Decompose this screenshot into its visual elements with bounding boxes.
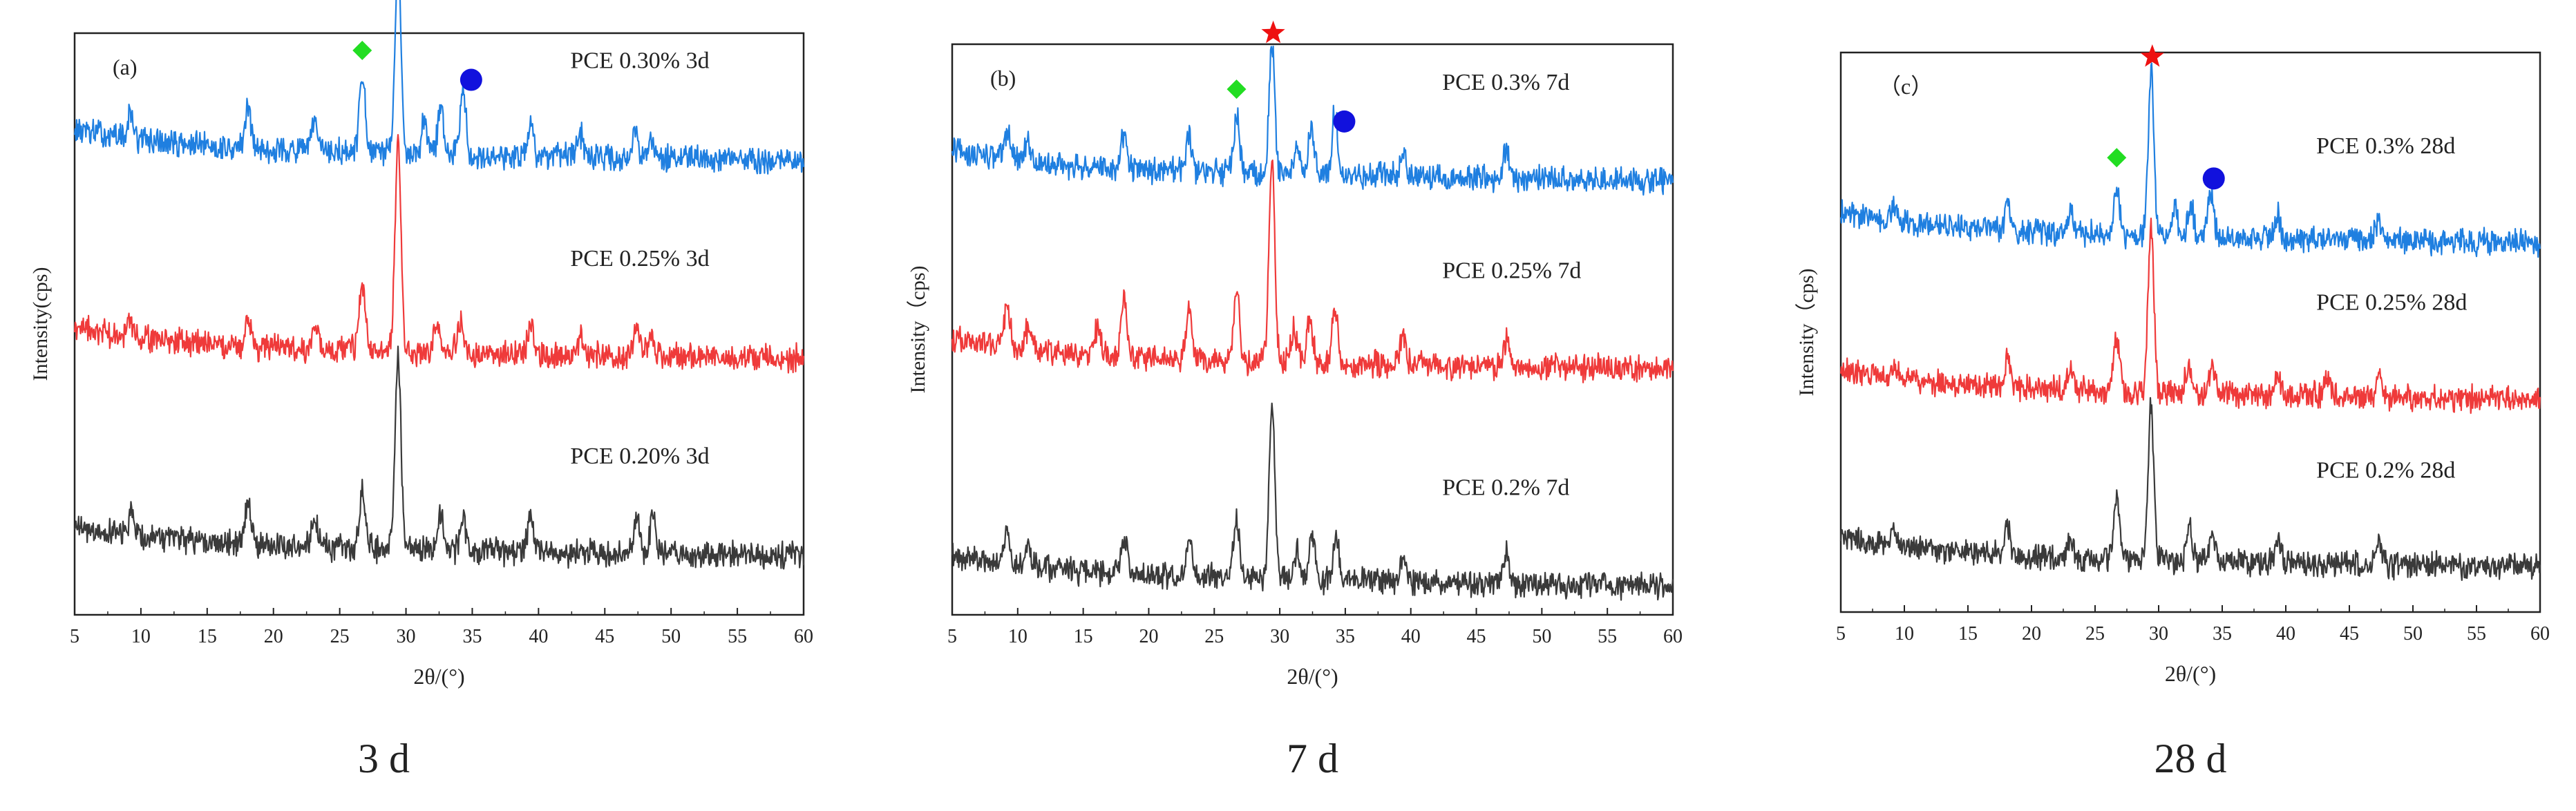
circle-marker: [2202, 167, 2225, 190]
x-tick-label: 5: [70, 626, 79, 647]
x-tick-label: 45: [2340, 623, 2359, 645]
x-tick-label: 60: [2530, 623, 2550, 645]
diamond-marker: [352, 40, 372, 60]
x-tick-label: 20: [1139, 626, 1158, 647]
x-tick-label: 50: [2403, 623, 2423, 645]
x-tick-label: 35: [1336, 626, 1355, 647]
star-marker: [1261, 20, 1285, 44]
x-tick-label: 60: [1663, 626, 1683, 647]
chart-panel-1: 5 10 15 20 25 30 35 40 45 50 55 60 2θ/(°) Intensity(c…: [29, 0, 813, 781]
x-tick-label: 45: [1467, 626, 1486, 647]
x-tick-label: 15: [1958, 623, 1978, 645]
x-tick-label: 20: [2022, 623, 2041, 645]
circle-marker: [1333, 110, 1356, 133]
x-tick-label: 55: [728, 626, 747, 647]
x-tick-label: 30: [397, 626, 416, 647]
panel-label: (b): [990, 66, 1016, 90]
x-tick-label: 25: [2085, 623, 2105, 645]
x-tick-label: 10: [131, 626, 151, 647]
x-tick-label: 15: [1074, 626, 1093, 647]
y-axis-label: Intensity(cps): [29, 267, 52, 381]
circle-marker: [460, 68, 482, 91]
series-label: PCE 0.25% 28d: [2316, 290, 2467, 316]
panel-caption: 28 d: [2154, 736, 2227, 781]
series-label: PCE 0.3% 28d: [2316, 133, 2455, 159]
series-line-1: [1839, 62, 2541, 258]
x-tick-label: 50: [661, 626, 681, 647]
panel-label: (a): [113, 55, 138, 79]
x-tick-label: 5: [1836, 623, 1846, 645]
series-line-2: [951, 159, 1674, 383]
x-tick-label: 55: [1598, 626, 1617, 647]
series-line-3: [1839, 397, 2541, 582]
x-tick-label: 40: [1401, 626, 1421, 647]
series-line-2: [1839, 218, 2541, 414]
series-label: PCE 0.2% 28d: [2316, 458, 2455, 484]
y-axis-label: Intensity（cps): [907, 266, 929, 394]
series-line-2: [73, 134, 805, 374]
x-tick-label: 30: [2149, 623, 2168, 645]
chart-panel-3: 5 10 15 20 25 30 35 40 45 50 55 60 2θ/(°) Intensity（c…: [1795, 44, 2550, 781]
x-tick-label: 35: [2213, 623, 2232, 645]
series-line-1: [73, 0, 805, 175]
series-label: PCE 0.2% 7d: [1442, 475, 1569, 501]
x-axis-label: 2θ/(°): [2165, 661, 2216, 686]
series-label: PCE 0.20% 3d: [570, 443, 709, 469]
y-axis-label: Intensity（cps): [1795, 269, 1818, 397]
x-tick-label: 40: [529, 626, 548, 647]
x-tick-label: 5: [947, 626, 957, 647]
x-tick-label: 35: [462, 626, 482, 647]
x-tick-label: 55: [2467, 623, 2486, 645]
series-label: PCE 0.25% 7d: [1442, 258, 1581, 284]
panel-caption: 3 d: [358, 736, 410, 781]
x-tick-label: 25: [330, 626, 350, 647]
series-label: PCE 0.25% 3d: [570, 246, 709, 271]
series-line-3: [951, 402, 1674, 601]
series-line-3: [73, 345, 805, 570]
diamond-marker: [2107, 148, 2127, 168]
x-tick-label: 40: [2276, 623, 2295, 645]
x-tick-label: 20: [264, 626, 283, 647]
x-tick-label: 10: [1008, 626, 1027, 647]
star-marker: [2140, 44, 2164, 67]
x-tick-label: 25: [1204, 626, 1224, 647]
x-tick-label: 50: [1532, 626, 1551, 647]
panel-caption: 7 d: [1287, 736, 1338, 781]
panel-label: （c）: [1879, 74, 1933, 99]
x-tick-label: 10: [1895, 623, 1914, 645]
x-tick-label: 45: [595, 626, 614, 647]
x-tick-label: 15: [198, 626, 217, 647]
series-line-1: [951, 45, 1674, 196]
series-label: PCE 0.30% 3d: [570, 48, 709, 74]
x-axis-label: 2θ/(°): [413, 664, 464, 689]
chart-panel-2: 5 10 15 20 25 30 35 40 45 50 55 60 2θ/(°) Intensity（c…: [907, 20, 1683, 781]
x-tick-label: 30: [1270, 626, 1289, 647]
diamond-marker: [1227, 79, 1247, 99]
series-label: PCE 0.3% 7d: [1442, 70, 1569, 95]
x-tick-label: 60: [794, 626, 813, 647]
x-axis-label: 2θ/(°): [1287, 664, 1338, 689]
